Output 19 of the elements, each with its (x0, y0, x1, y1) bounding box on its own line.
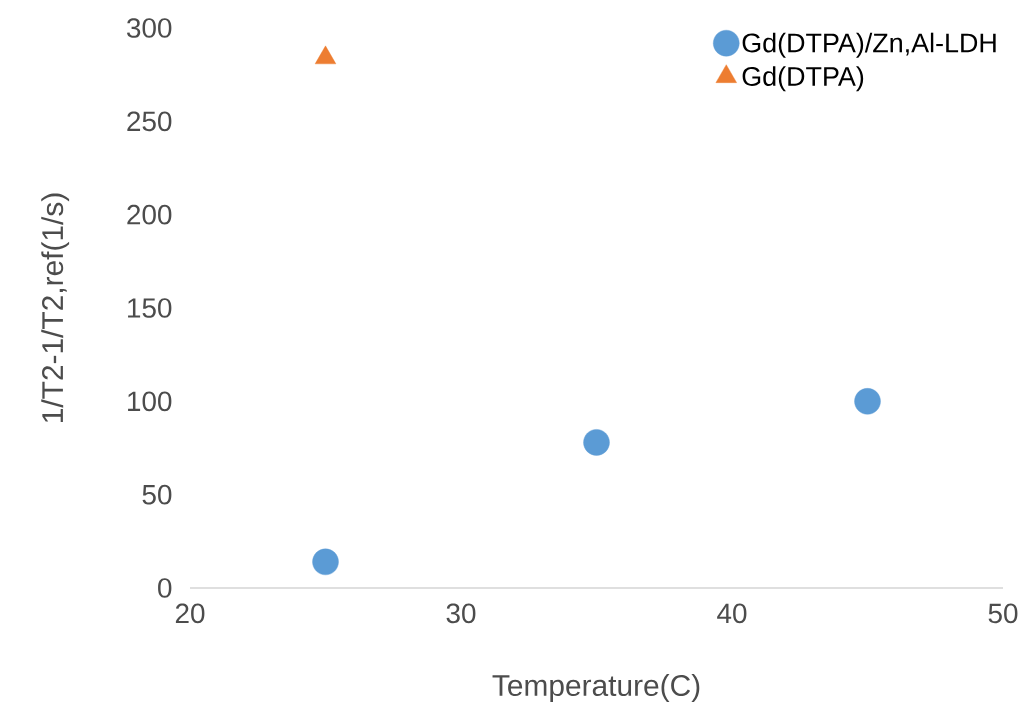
y-tick-label: 300 (127, 18, 172, 38)
y-tick-label: 50 (142, 484, 172, 505)
y-tick-label: 200 (127, 204, 172, 225)
point (312, 548, 339, 576)
y-tick-label: 0 (158, 578, 172, 598)
point (583, 429, 610, 456)
x-tick-label: 50 (988, 603, 1018, 624)
y-axis-title: 1/T2-1/T2,ref(1/s) (41, 193, 70, 422)
y-tick-label: 150 (128, 298, 172, 318)
legend-label: Gd(DTPA) (742, 66, 864, 92)
point (314, 45, 337, 65)
y-tick-label: 100 (128, 391, 172, 412)
legend-label: Gd(DTPA)/Zn,Al-LDH (742, 32, 996, 58)
x-tick-label: 30 (446, 603, 476, 624)
point (854, 388, 881, 415)
y-tick-label: 250 (127, 111, 172, 132)
x-tick-label: 40 (717, 603, 747, 624)
x-axis-title: Temperature(C) (492, 674, 700, 702)
x-tick-label: 20 (175, 603, 205, 624)
